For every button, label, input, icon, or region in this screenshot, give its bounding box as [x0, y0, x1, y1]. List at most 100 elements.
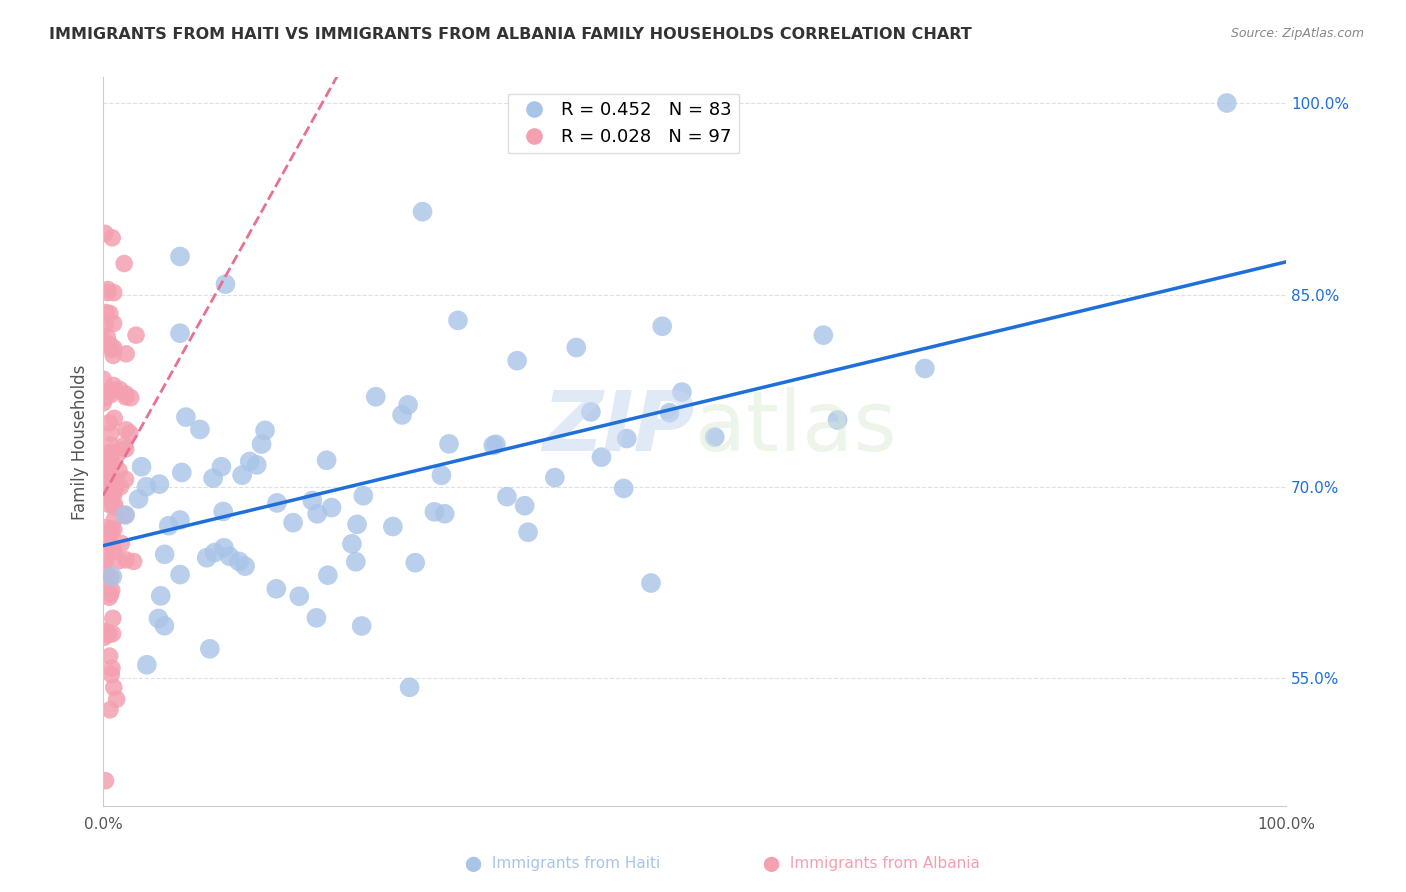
Point: [233, 559, 256, 574]
Point: [174, 410, 197, 425]
Text: ⬤  Immigrants from Albania: ⬤ Immigrants from Albania: [763, 856, 980, 872]
Point: [914, 361, 936, 376]
Point: [96, 330, 118, 344]
Point: [100, 570, 122, 584]
Text: atlas: atlas: [695, 387, 896, 467]
Point: [101, 472, 124, 486]
Point: [506, 353, 529, 368]
Text: Source: ZipAtlas.com: Source: ZipAtlas.com: [1230, 27, 1364, 40]
Point: [266, 496, 288, 510]
Point: [91, 396, 114, 410]
Point: [101, 611, 124, 625]
Point: [202, 471, 225, 485]
Point: [131, 459, 153, 474]
Point: [513, 499, 536, 513]
Point: [430, 468, 453, 483]
Point: [396, 398, 419, 412]
Point: [98, 498, 121, 512]
Point: [169, 250, 191, 264]
Point: [485, 437, 508, 451]
Point: [148, 611, 170, 625]
Point: [101, 348, 124, 362]
Point: [94, 318, 117, 333]
Point: [107, 447, 129, 461]
Point: [813, 328, 835, 343]
Point: [94, 391, 117, 405]
Point: [391, 408, 413, 422]
Point: [188, 422, 211, 436]
Point: [212, 504, 235, 518]
Point: [482, 438, 505, 452]
Point: [169, 326, 191, 341]
Point: [100, 445, 122, 459]
Point: [316, 568, 339, 582]
Point: [204, 545, 226, 559]
Point: [613, 482, 636, 496]
Point: [209, 459, 232, 474]
Point: [115, 387, 138, 401]
Point: [98, 703, 121, 717]
Point: [411, 204, 433, 219]
Point: [103, 483, 125, 498]
Point: [96, 531, 118, 545]
Point: [153, 618, 176, 632]
Point: [105, 692, 128, 706]
Point: [100, 426, 122, 441]
Point: [218, 549, 240, 564]
Point: [703, 430, 725, 444]
Point: [118, 425, 141, 440]
Point: [281, 516, 304, 530]
Point: [157, 518, 180, 533]
Point: [101, 539, 124, 553]
Point: [103, 411, 125, 425]
Point: [108, 554, 131, 568]
Point: [250, 437, 273, 451]
Point: [827, 413, 849, 427]
Point: [671, 385, 693, 400]
Point: [100, 447, 122, 461]
Point: [93, 485, 115, 500]
Point: [122, 554, 145, 568]
Point: [100, 384, 122, 398]
Point: [93, 624, 115, 639]
Point: [100, 583, 122, 598]
Point: [231, 468, 253, 483]
Point: [112, 438, 135, 452]
Point: [169, 567, 191, 582]
Point: [120, 391, 142, 405]
Point: [94, 227, 117, 241]
Point: [651, 319, 673, 334]
Point: [228, 554, 250, 568]
Point: [350, 619, 373, 633]
Point: [98, 591, 121, 605]
Point: [96, 477, 118, 491]
Point: [104, 479, 127, 493]
Point: [305, 611, 328, 625]
Point: [381, 519, 404, 533]
Text: IMMIGRANTS FROM HAITI VS IMMIGRANTS FROM ALBANIA FAMILY HOUSEHOLDS CORRELATION C: IMMIGRANTS FROM HAITI VS IMMIGRANTS FROM…: [49, 27, 972, 42]
Point: [616, 432, 638, 446]
Point: [93, 491, 115, 505]
Point: [98, 468, 121, 483]
Point: [101, 661, 124, 675]
Point: [104, 478, 127, 492]
Point: [198, 641, 221, 656]
Point: [94, 335, 117, 350]
Point: [170, 466, 193, 480]
Point: [108, 383, 131, 397]
Point: [100, 522, 122, 536]
Point: [579, 405, 602, 419]
Point: [212, 541, 235, 555]
Point: [195, 550, 218, 565]
Point: [98, 536, 121, 550]
Point: [100, 524, 122, 539]
Point: [97, 627, 120, 641]
Point: [94, 773, 117, 788]
Point: [103, 317, 125, 331]
Point: [94, 551, 117, 566]
Point: [103, 681, 125, 695]
Point: [103, 342, 125, 356]
Point: [517, 525, 540, 540]
Point: [94, 625, 117, 640]
Point: [321, 500, 343, 515]
